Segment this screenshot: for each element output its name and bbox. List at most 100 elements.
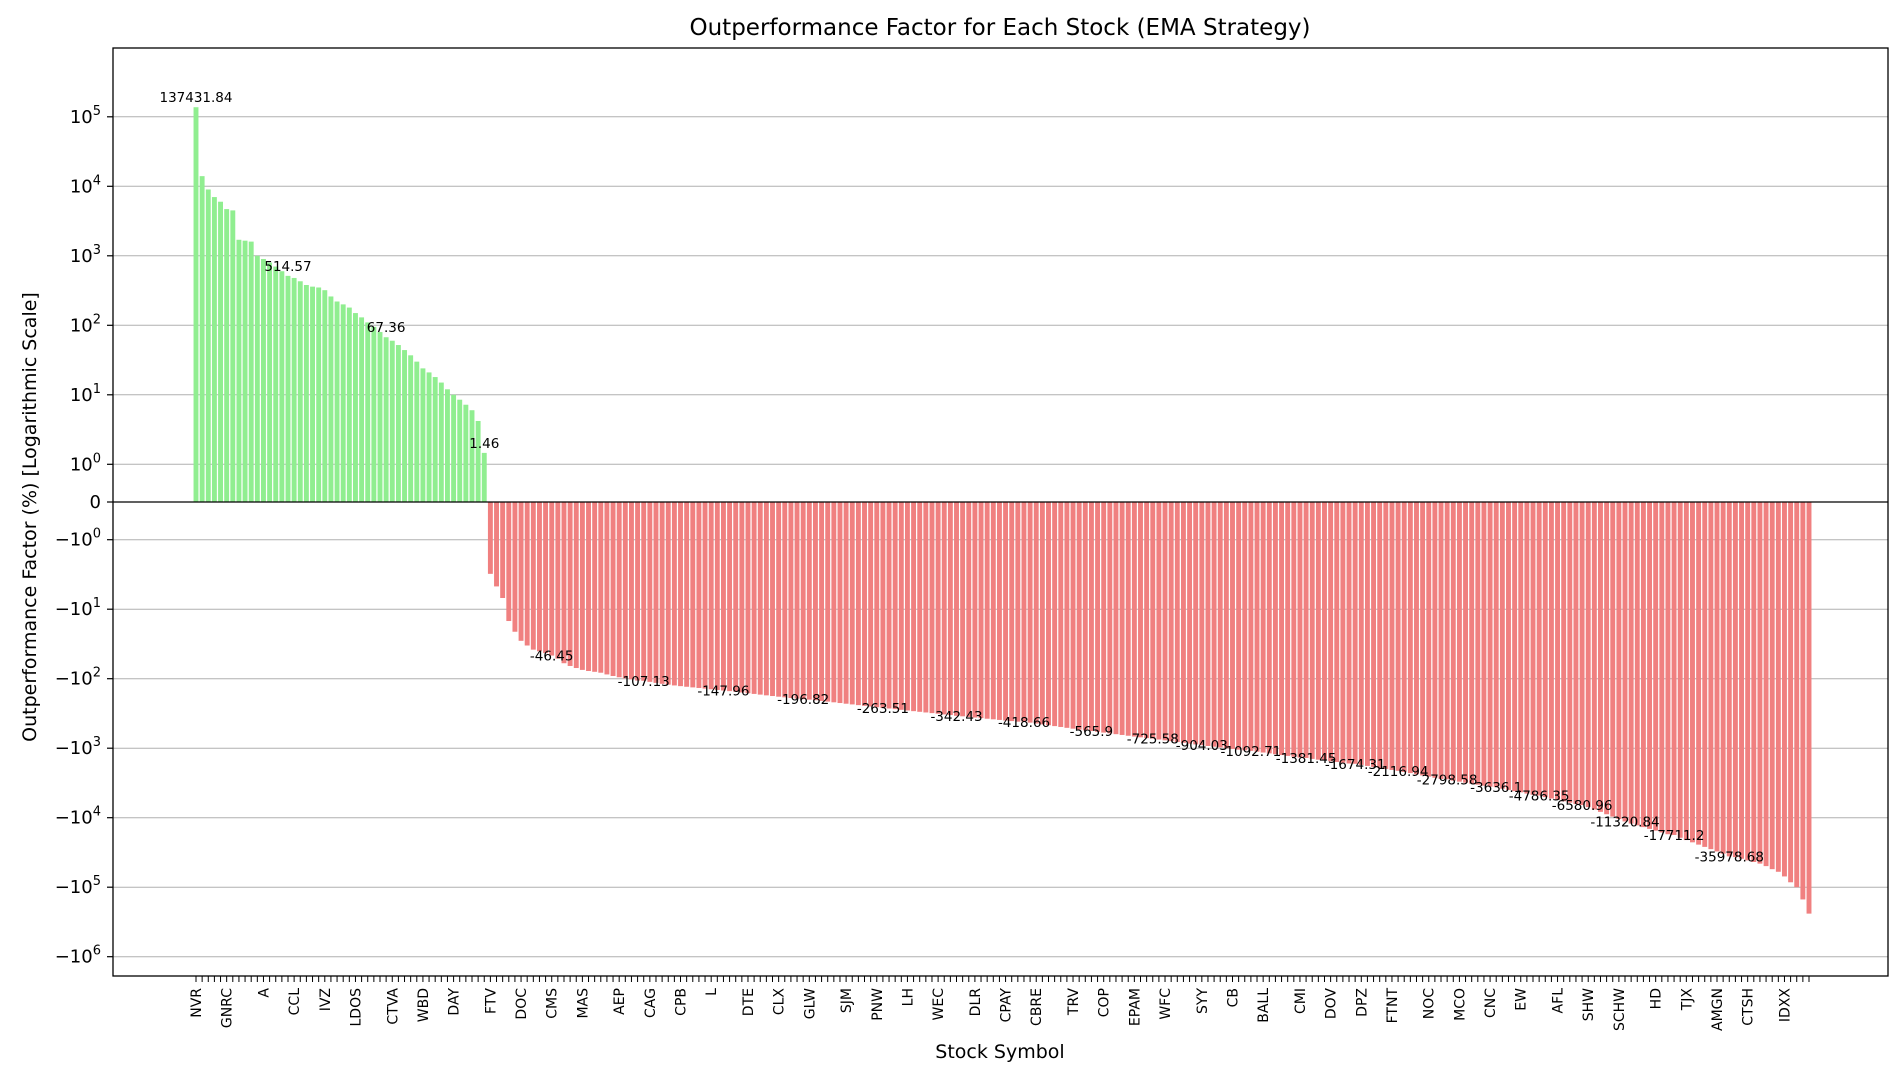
bar	[751, 502, 757, 694]
bar	[1567, 502, 1573, 803]
bar	[671, 502, 677, 686]
bar	[432, 377, 438, 502]
bar	[1616, 502, 1622, 819]
bar	[242, 240, 248, 502]
y-tick-label: 100	[70, 451, 101, 475]
x-tick-label: BALL	[1256, 988, 1272, 1023]
bar-value-label: -196.82	[777, 692, 829, 708]
bar	[1438, 502, 1444, 779]
bar	[1297, 502, 1303, 758]
bar	[500, 502, 506, 598]
bar-value-label: -1092.71	[1221, 744, 1282, 760]
bar	[1604, 502, 1610, 815]
bar	[812, 502, 818, 701]
bar-value-label: 67.36	[367, 320, 406, 336]
bar	[1788, 502, 1794, 883]
bar	[1450, 502, 1456, 781]
bar	[629, 502, 634, 680]
bar	[1254, 502, 1260, 752]
bar	[849, 502, 855, 705]
bar	[1782, 502, 1787, 877]
bar	[310, 286, 315, 502]
x-tick-label: CMS	[545, 988, 561, 1019]
bar	[757, 502, 763, 695]
x-tick-label: MCO	[1452, 988, 1468, 1021]
bar	[279, 271, 285, 502]
bar	[1708, 502, 1714, 850]
bar-value-label: -418.66	[998, 715, 1050, 731]
bar	[733, 502, 739, 692]
bar	[1573, 502, 1579, 805]
bar	[665, 502, 671, 685]
y-tick-label: 101	[70, 382, 101, 406]
y-axis-ticks: 105 104 103 102 101 100 0 −100 −101 −102 −103 −104 −…	[55, 104, 113, 968]
bar	[592, 502, 598, 672]
bar	[494, 502, 499, 587]
bar	[1052, 502, 1058, 727]
bar	[696, 502, 702, 688]
bar	[1407, 502, 1413, 774]
bar	[1769, 502, 1775, 870]
bar	[1444, 502, 1450, 780]
bar	[1107, 502, 1113, 734]
bar	[1542, 502, 1548, 798]
bar-value-label: -1381.45	[1276, 751, 1337, 767]
bar	[1383, 502, 1389, 769]
bar	[1665, 502, 1671, 835]
bar	[1003, 502, 1009, 721]
bar	[1647, 502, 1652, 829]
bar-value-label: -4786.35	[1509, 789, 1570, 805]
bar	[1739, 502, 1744, 859]
bar	[1659, 502, 1665, 833]
x-tick-label: CMI	[1293, 988, 1309, 1014]
bar	[1046, 502, 1051, 726]
bar	[800, 502, 806, 700]
bar	[1536, 502, 1542, 796]
bar	[1732, 502, 1738, 858]
x-tick-label: SCHW	[1612, 988, 1628, 1031]
bar	[745, 502, 751, 694]
bar-value-label: -46.45	[530, 649, 574, 665]
bar	[727, 502, 733, 692]
bar	[622, 502, 628, 679]
bar	[426, 372, 432, 502]
bar	[1272, 502, 1278, 755]
bar	[1432, 502, 1438, 778]
bar	[837, 502, 843, 704]
bar	[1702, 502, 1708, 847]
bar	[763, 502, 769, 696]
bar	[218, 201, 223, 502]
bar	[1125, 502, 1131, 736]
x-tick-label: CPB	[674, 988, 690, 1016]
bar-value-label: -107.13	[618, 674, 670, 690]
bar	[898, 502, 904, 710]
bar	[1174, 502, 1180, 742]
bar	[1548, 502, 1554, 799]
bar	[389, 340, 395, 502]
x-tick-label: GNRC	[220, 988, 236, 1028]
y-tick-label: 104	[70, 173, 101, 197]
bar	[868, 502, 874, 707]
bar	[537, 502, 542, 652]
bar	[904, 502, 910, 711]
bar	[825, 502, 831, 702]
bar	[1371, 502, 1377, 767]
bar	[395, 345, 401, 502]
x-tick-label: FTNT	[1385, 988, 1401, 1024]
x-tick-label: TJX	[1679, 988, 1695, 1012]
x-tick-label: SYY	[1195, 988, 1211, 1014]
y-tick-label: −104	[55, 805, 101, 829]
plot-frame	[112, 47, 1889, 977]
bar	[1039, 502, 1045, 725]
bar	[1579, 502, 1585, 806]
bar	[346, 307, 352, 502]
bar	[1279, 502, 1285, 756]
bar	[1076, 502, 1082, 730]
bar	[610, 502, 616, 676]
bar	[1475, 502, 1481, 785]
x-tick-label: TRV	[1066, 988, 1082, 1017]
bar	[193, 107, 199, 502]
bar	[635, 502, 641, 681]
bar	[1426, 502, 1432, 777]
bar-value-label: -2798.58	[1417, 772, 1478, 788]
